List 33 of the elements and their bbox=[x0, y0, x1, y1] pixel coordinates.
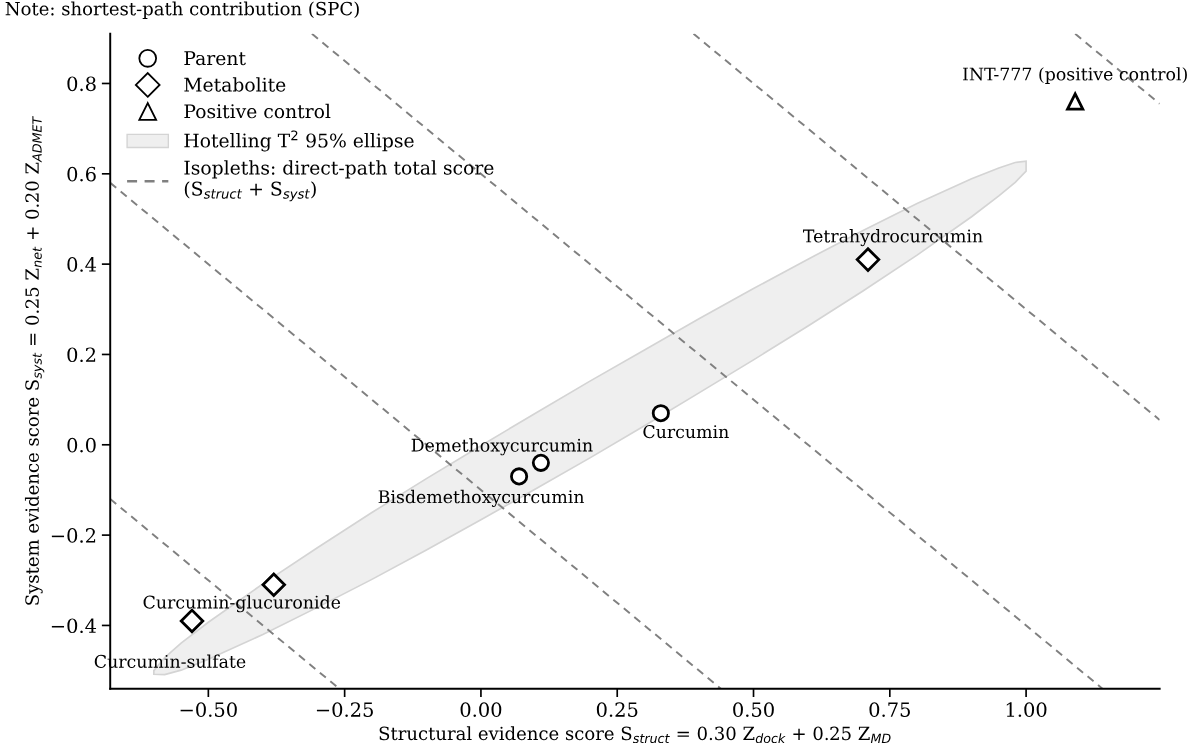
annotation: Bisdemethoxycurcumin bbox=[378, 489, 585, 507]
x-tick-label: 0.00 bbox=[460, 702, 502, 717]
x-tick-label: 1.00 bbox=[1006, 702, 1047, 717]
x-tick-label: −0.25 bbox=[316, 702, 373, 717]
y-tick-label: 0.0 bbox=[67, 437, 96, 453]
y-tick-label: −0.2 bbox=[51, 528, 96, 543]
legend-label: Parent bbox=[184, 51, 246, 66]
text: Note: shortest-path contribution (SPC) bbox=[5, 1, 359, 19]
x-tick-label: −0.50 bbox=[180, 702, 237, 717]
point bbox=[651, 404, 670, 423]
annotation: Curcumin bbox=[643, 425, 729, 439]
x-tick-label: 0.50 bbox=[733, 702, 774, 717]
y-tick-label: 0.6 bbox=[67, 166, 96, 182]
point bbox=[1065, 90, 1085, 111]
x-axis-title: Structural evidence score S$_{struct}$ = 0.30 Z$_{dock}$ + 0.25 Z$_{MD}$ bbox=[379, 726, 891, 744]
y-tick-label: 0.8 bbox=[67, 76, 96, 92]
legend-label: Positive control bbox=[184, 103, 331, 119]
y-axis-title: System evidence score S$_{syst}$ = 0.25 Z$_{net}$ + 0.20 Z$_{ADMET}$ bbox=[24, 115, 45, 605]
legend-label: Isopleths: direct-path total score (S$_{struct}$ + S$_{syst}$) bbox=[184, 160, 494, 202]
point bbox=[261, 572, 286, 597]
point bbox=[855, 247, 881, 272]
y-tick-label: 0.4 bbox=[67, 257, 97, 272]
y-tick-label: −0.4 bbox=[51, 618, 97, 634]
legend-label: Hotelling T$^{2}$ 95% ellipse bbox=[184, 130, 414, 152]
y-tick-label: 0.2 bbox=[67, 347, 96, 363]
x-tick-label: 0.75 bbox=[869, 702, 910, 717]
point bbox=[510, 467, 529, 486]
annotation: Curcumin-glucuronide bbox=[143, 595, 341, 613]
annotation: INT-777 (positive control) bbox=[962, 67, 1187, 84]
annotation: Tetrahydrocurcumin bbox=[803, 229, 983, 247]
legend-label: Metabolite bbox=[184, 77, 286, 92]
annotation: Demethoxycurcumin bbox=[411, 438, 593, 456]
x-tick-label: 0.25 bbox=[596, 702, 638, 717]
